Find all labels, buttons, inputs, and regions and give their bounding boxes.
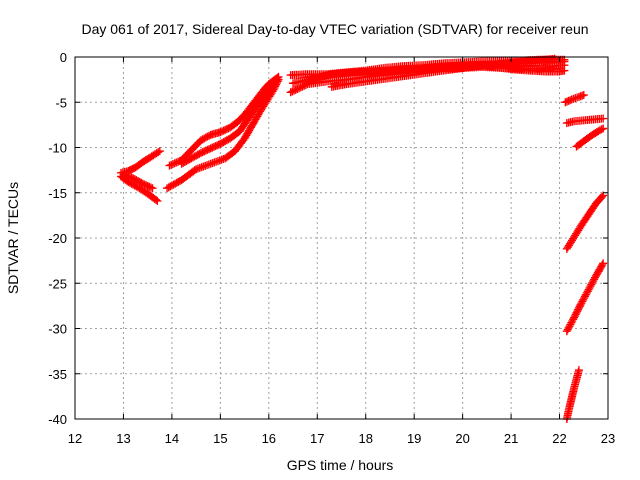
data-point [273,77,282,86]
data-point [584,285,593,294]
x-tick-label: 15 [213,431,227,446]
data-point [560,66,569,75]
x-tick-label: 14 [165,431,179,446]
data-point [291,85,300,94]
data-point [566,320,575,329]
x-tick-label: 18 [358,431,372,446]
y-tick-label: -15 [48,186,67,201]
x-tick-label: 16 [262,431,276,446]
data-point [550,54,559,63]
x-tick-label: 17 [310,431,324,446]
series-arc-17 [562,366,583,423]
y-tick-label: -10 [48,141,67,156]
data-point [170,159,179,168]
data-point [597,192,606,201]
data-point [599,124,608,133]
data-point [293,85,302,94]
data-point [165,161,174,170]
data-point [582,288,591,297]
data-point [583,287,592,296]
x-tick-label: 20 [455,431,469,446]
data-point [560,57,569,66]
data-point [274,75,283,84]
series-arc-13 [562,114,608,128]
series-arc-4 [165,72,283,170]
y-tick-label: -25 [48,276,67,291]
data-point [587,280,596,289]
y-axis-label: SDTVAR / TECUs [5,182,21,294]
data-point [562,327,571,336]
data-point [599,259,608,268]
data-point [585,283,594,292]
series-arc-15 [562,191,608,253]
data-point [579,91,588,100]
data-point [155,147,164,156]
series-arc-14 [572,124,608,151]
data-point [581,290,590,299]
y-tick-label: -30 [48,322,67,337]
y-tick-label: -35 [48,367,67,382]
data-point [153,196,162,205]
data-point [598,260,607,269]
data-point [589,277,598,286]
grid-lines [75,57,608,419]
y-tick-label: -20 [48,231,67,246]
data-point [568,317,577,326]
series-arc-6 [163,75,283,193]
series-arc-11 [482,62,569,76]
data-point [586,282,595,291]
data-point [168,160,177,169]
data-point [167,160,176,169]
x-tick-label: 19 [407,431,421,446]
data-series [117,54,608,423]
data-point [579,295,588,304]
x-tick-label: 23 [601,431,615,446]
x-tick-label: 21 [504,431,518,446]
data-point [577,299,586,308]
y-tick-label: 0 [60,50,67,65]
data-point [599,114,608,123]
data-point [567,318,576,327]
data-point [151,195,160,204]
data-point [565,322,574,331]
data-point [590,275,599,284]
series-arc-16 [562,259,608,336]
data-point [563,325,572,334]
chart-title: Day 061 of 2017, Sidereal Day-to-day VTE… [81,21,588,37]
data-point [172,158,181,167]
x-tick-label: 12 [68,431,82,446]
data-point [564,323,573,332]
series-arc-10 [327,54,559,91]
series-arc-3 [119,170,157,193]
data-point [286,88,295,97]
data-point [154,148,163,157]
data-point [578,297,587,306]
series-arc-12 [561,91,588,107]
y-tick-label: -40 [48,412,67,427]
data-point [574,366,583,375]
y-tick-label: -5 [55,95,67,110]
data-point [597,125,606,134]
x-tick-label: 22 [552,431,566,446]
data-point [588,278,597,287]
data-point [290,86,299,95]
data-point [146,183,155,192]
data-point [148,184,157,193]
series-arc-5 [177,76,281,168]
axis-ticks: 12 13 14 15 16 17 18 19 20 21 22 23 0 -5 -10 -15 -20 -25 -… [48,50,615,446]
data-point [288,87,297,96]
x-axis-label: GPS time / hours [287,457,394,473]
x-tick-label: 13 [116,431,130,446]
data-point [580,294,589,303]
data-point [580,292,589,301]
